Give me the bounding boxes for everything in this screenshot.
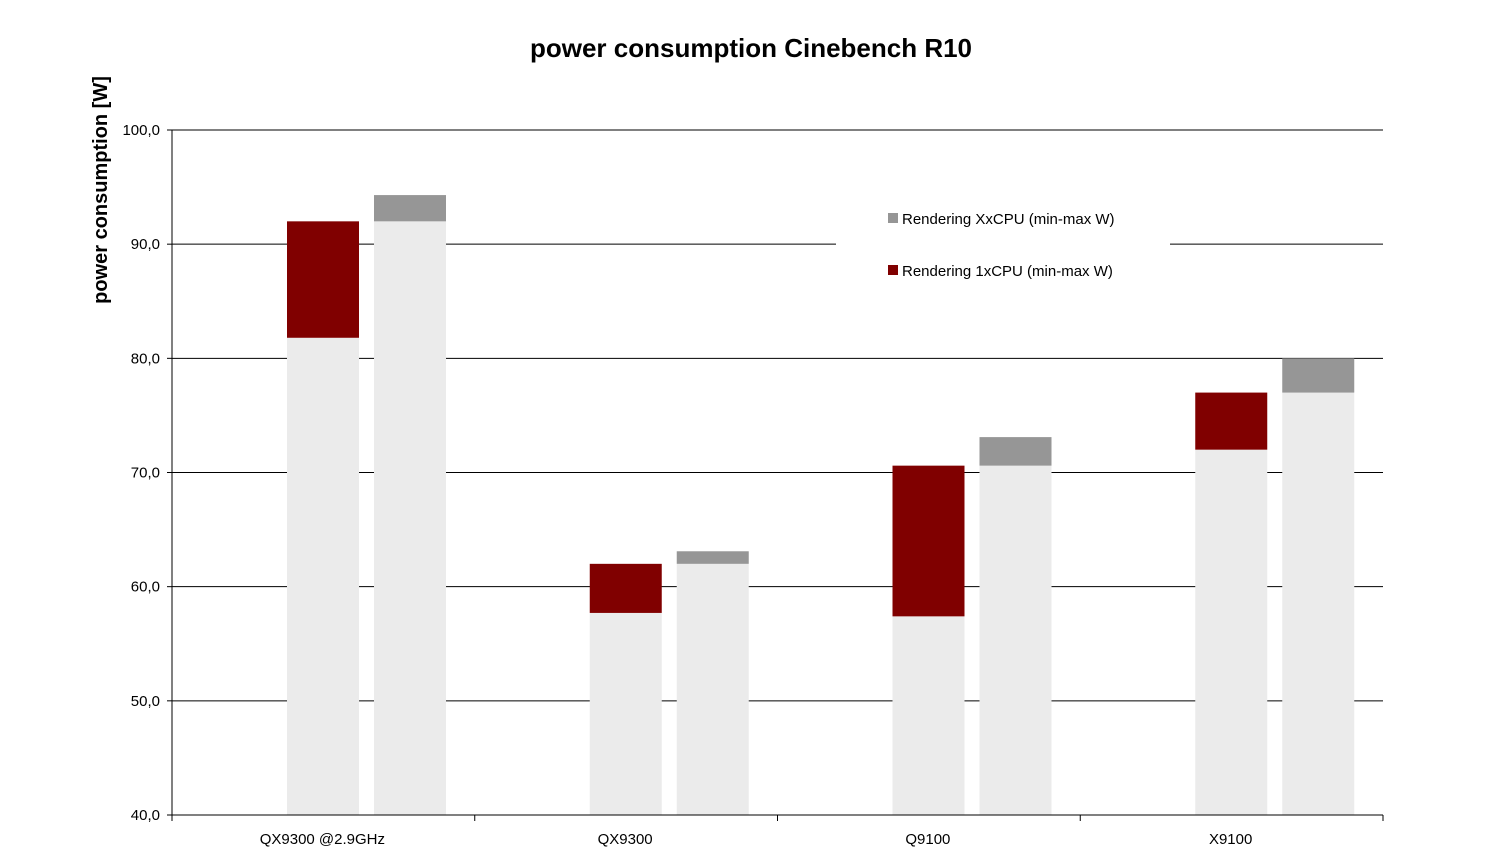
y-axis-label: power consumption [W]: [90, 76, 112, 304]
legend-label: Rendering 1xCPU (min-max W): [902, 263, 1113, 280]
y-tick-labels: 40,0 50,0 60,0 70,0 80,0 90,0 100,0: [122, 122, 160, 824]
legend-swatch: [888, 213, 898, 223]
chart-title: power consumption Cinebench R10: [530, 33, 972, 63]
bar-range: [287, 221, 359, 338]
bar-base: [979, 465, 1052, 815]
y-tick-label: 50,0: [131, 693, 160, 710]
x-category-label: QX9300: [598, 831, 653, 848]
bar-range: [892, 465, 965, 617]
x-category-labels: QX9300 @2.9GHz QX9300 Q9100 X9100: [260, 831, 1253, 848]
bar-range: [979, 437, 1052, 466]
y-tick-label: 60,0: [131, 579, 160, 596]
bar-base: [374, 221, 446, 816]
y-tick-label: 90,0: [131, 236, 160, 253]
legend-label: Rendering XxCPU (min-max W): [902, 211, 1115, 228]
bar-range: [374, 195, 446, 222]
x-category-label: QX9300 @2.9GHz: [260, 831, 385, 848]
bar-range: [1282, 358, 1355, 393]
bar-base: [1282, 392, 1355, 815]
y-tick-label: 80,0: [131, 350, 160, 367]
legend: Rendering XxCPU (min-max W) Rendering 1xC…: [836, 196, 1170, 292]
bar-base: [287, 337, 359, 815]
bar-range: [589, 563, 662, 613]
legend-swatch: [888, 265, 898, 275]
bar-base: [589, 612, 662, 815]
bar-range: [1195, 392, 1268, 450]
y-tick-label: 70,0: [131, 465, 160, 482]
x-category-label: Q9100: [905, 831, 950, 848]
gridlines: [172, 129, 1383, 702]
x-category-label: X9100: [1209, 831, 1252, 848]
bar-base: [1195, 449, 1268, 815]
legend-box: [836, 196, 1170, 292]
bar-range: [676, 551, 749, 564]
bars: [287, 195, 1355, 816]
bar-base: [676, 563, 749, 815]
y-tick-label: 40,0: [131, 807, 160, 824]
y-tick-label: 100,0: [122, 122, 160, 139]
bar-base: [892, 616, 965, 815]
axes: [167, 129, 1384, 821]
